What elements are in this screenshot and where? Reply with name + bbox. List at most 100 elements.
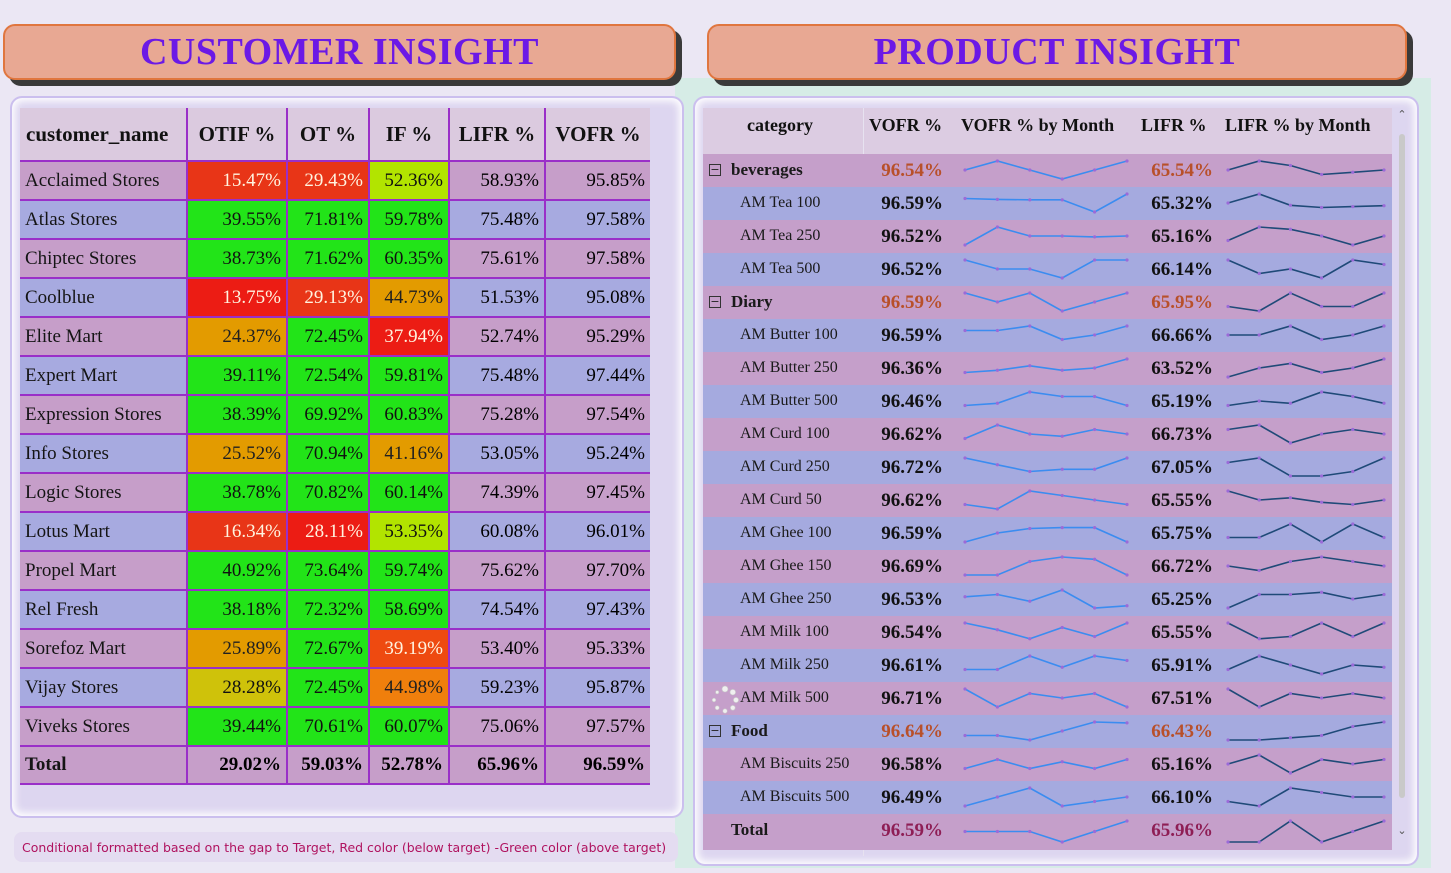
sparkline-point xyxy=(1382,498,1386,502)
sparkline-point xyxy=(1093,557,1097,561)
if-cell: 52.36% xyxy=(369,161,450,201)
table-row[interactable]: Sorefoz Mart 25.89% 72.67% 39.19% 53.40% 95.3… xyxy=(20,629,650,669)
col-customer-name[interactable]: customer_name xyxy=(20,108,188,162)
sparkline-point xyxy=(1060,696,1064,700)
sparkline-point xyxy=(1382,291,1386,295)
vofr-cell: 97.45% xyxy=(545,473,650,513)
product-row[interactable]: AM Milk 100 96.54% 65.55% xyxy=(703,616,1392,649)
sparkline-path xyxy=(964,622,1128,640)
scroll-up-icon[interactable]: ⌃ xyxy=(1397,108,1407,121)
product-row[interactable]: AM Butter 100 96.59% 66.66% xyxy=(703,319,1392,352)
sparkline-point xyxy=(995,401,999,405)
sparkline-point xyxy=(1060,729,1064,733)
table-row[interactable]: Chiptec Stores 38.73% 71.62% 60.35% 75.61% 97… xyxy=(20,239,650,279)
sparkline-point xyxy=(1257,423,1261,427)
col-lifr[interactable]: LIFR % xyxy=(449,108,546,162)
lifr-sparkline xyxy=(1226,687,1386,709)
product-row[interactable]: AM Curd 100 96.62% 66.73% xyxy=(703,418,1392,451)
ot-cell: 28.11% xyxy=(287,512,370,552)
sparkline-point xyxy=(1320,172,1324,177)
vofr-value: 96.52% xyxy=(881,226,943,247)
lifr-sparkline xyxy=(1226,786,1386,808)
total-row[interactable]: Total 96.59% 65.96% xyxy=(703,814,1392,850)
sparkline-point xyxy=(1226,606,1230,610)
product-row[interactable]: AM Tea 500 96.52% 66.14% xyxy=(703,253,1392,286)
product-row[interactable]: AM Curd 250 96.72% 67.05% xyxy=(703,451,1392,484)
col-vofr[interactable]: VOFR % xyxy=(545,108,650,162)
table-row[interactable]: Viveks Stores 39.44% 70.61% 60.07% 75.06% 97.… xyxy=(20,707,650,747)
product-row[interactable]: AM Ghee 150 96.69% 66.72% xyxy=(703,550,1392,583)
col-otif[interactable]: OTIF % xyxy=(187,108,288,162)
table-row[interactable]: Rel Fresh 38.18% 72.32% 58.69% 74.54% 97.43% xyxy=(20,590,650,630)
table-row[interactable]: Elite Mart 24.37% 72.45% 37.94% 52.74% 95.29% xyxy=(20,317,650,357)
sparkline-point xyxy=(1028,198,1032,202)
vofr-sparkline xyxy=(963,324,1129,342)
product-row[interactable]: AM Butter 500 96.46% 65.19% xyxy=(703,385,1392,418)
customer-name-cell: Vijay Stores xyxy=(20,668,188,708)
vofr-sparkline xyxy=(963,489,1129,511)
product-row[interactable]: AM Tea 250 96.52% 65.16% xyxy=(703,220,1392,253)
if-cell: 60.83% xyxy=(369,395,450,435)
sparkline-point xyxy=(1060,467,1064,471)
col-vofr-by-month[interactable]: VOFR % by Month xyxy=(961,115,1115,135)
product-row[interactable]: AM Ghee 250 96.53% 65.25% xyxy=(703,583,1392,616)
table-row[interactable]: Acclaimed Stores 15.47% 29.43% 52.36% 58.93%… xyxy=(20,161,650,201)
ot-cell: 29.43% xyxy=(287,161,370,201)
col-if[interactable]: IF % xyxy=(369,108,450,162)
lifr-sparkline xyxy=(1226,753,1386,775)
customer-table[interactable]: customer_name OTIF % OT % IF % LIFR % VO… xyxy=(20,108,650,785)
col-lifr[interactable]: LIFR % xyxy=(1141,115,1207,135)
sparkline-point xyxy=(963,687,967,691)
category-row[interactable]: − Diary 96.59% 65.95% xyxy=(703,286,1392,319)
vofr-sparkline xyxy=(963,390,1129,408)
sparkline-point xyxy=(1093,766,1097,771)
product-row[interactable]: AM Milk 250 96.61% 65.91% xyxy=(703,649,1392,682)
product-row[interactable]: AM Curd 50 96.62% 65.55% xyxy=(703,484,1392,517)
table-row[interactable]: Logic Stores 38.78% 70.82% 60.14% 74.39% 97.4… xyxy=(20,473,650,513)
table-row[interactable]: Coolblue 13.75% 29.13% 44.73% 51.53% 95.08% xyxy=(20,278,650,318)
otif-cell: 39.44% xyxy=(187,707,288,747)
sparkline-point xyxy=(1382,432,1386,436)
table-row[interactable]: Atlas Stores 39.55% 71.81% 59.78% 75.48% 97.5… xyxy=(20,200,650,240)
customer-name-cell: Atlas Stores xyxy=(20,200,188,240)
table-row[interactable]: Expert Mart 39.11% 72.54% 59.81% 75.48% 97.44… xyxy=(20,356,650,396)
vofr-cell: 97.44% xyxy=(545,356,650,396)
table-row[interactable]: Vijay Stores 28.28% 72.45% 44.98% 59.23% 95.8… xyxy=(20,668,650,708)
product-row[interactable]: AM Butter 250 96.36% 63.52% xyxy=(703,352,1392,385)
product-row[interactable]: AM Milk 500 96.71% 67.51% xyxy=(703,682,1392,715)
product-row[interactable]: AM Ghee 100 96.59% 65.75% xyxy=(703,517,1392,550)
sparkline-path xyxy=(965,325,1128,341)
table-row[interactable]: Expression Stores 38.39% 69.92% 60.83% 75.28… xyxy=(20,395,650,435)
collapse-icon[interactable]: − xyxy=(709,163,721,176)
sparkline-point xyxy=(1257,592,1261,597)
vofr-value: 96.62% xyxy=(881,424,943,445)
category-row[interactable]: − beverages 96.54% 65.54% xyxy=(703,154,1392,187)
sparkline-path xyxy=(964,391,1128,407)
table-row[interactable]: Lotus Mart 16.34% 28.11% 53.35% 60.08% 96.01% xyxy=(20,512,650,552)
lifr-cell: 75.48% xyxy=(449,356,546,396)
col-vofr[interactable]: VOFR % xyxy=(869,115,943,135)
scroll-thumb[interactable] xyxy=(1399,134,1405,798)
category-label: Food xyxy=(731,721,768,740)
product-matrix[interactable]: category VOFR % VOFR % by Month LIFR % L… xyxy=(703,108,1392,856)
vofr-value: 96.69% xyxy=(881,556,943,577)
col-lifr-by-month[interactable]: LIFR % by Month xyxy=(1225,115,1371,135)
col-category[interactable]: category xyxy=(747,115,813,135)
collapse-icon[interactable]: − xyxy=(709,724,721,737)
product-label: AM Curd 250 xyxy=(740,458,830,475)
collapse-icon[interactable]: − xyxy=(709,295,721,308)
sparkline-point xyxy=(963,403,967,408)
table-row[interactable]: Info Stores 25.52% 70.94% 41.16% 53.05% 95.24… xyxy=(20,434,650,474)
sparkline-point xyxy=(1257,225,1261,229)
sparkline-point xyxy=(1093,235,1097,239)
col-ot[interactable]: OT % xyxy=(287,108,370,162)
scroll-down-icon[interactable]: ⌄ xyxy=(1397,824,1407,837)
product-row[interactable]: AM Biscuits 250 96.58% 65.16% xyxy=(703,748,1392,781)
table-row[interactable]: Propel Mart 40.92% 73.64% 59.74% 75.62% 97.70… xyxy=(20,551,650,591)
otif-cell: 28.28% xyxy=(187,668,288,708)
vofr-value: 96.54% xyxy=(881,622,943,643)
product-row[interactable]: AM Tea 100 96.59% 65.32% xyxy=(703,187,1392,220)
product-row[interactable]: AM Biscuits 500 96.49% 66.10% xyxy=(703,781,1392,814)
matrix-scrollbar[interactable]: ⌃ ⌄ xyxy=(1396,108,1408,848)
category-row[interactable]: − Food 96.64% 66.43% xyxy=(703,715,1392,748)
